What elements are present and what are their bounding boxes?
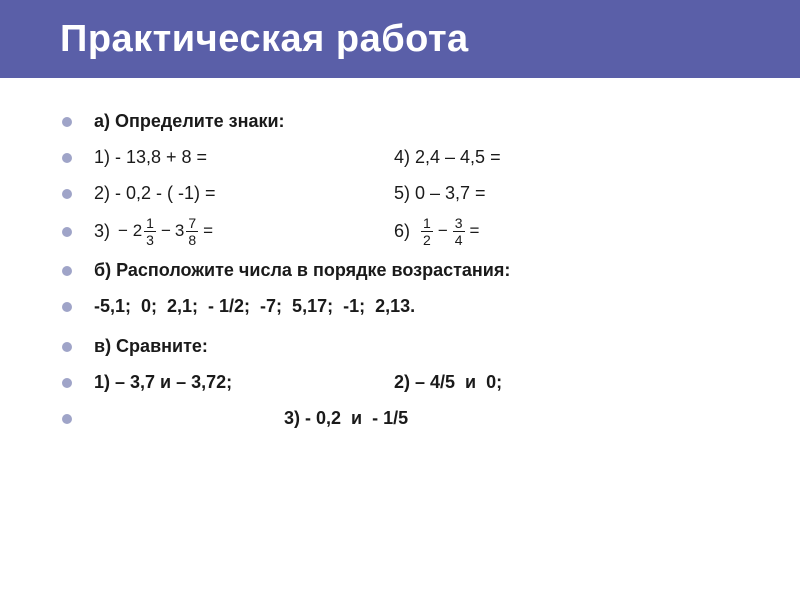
a-row3-left: 3) − 2 13 − 3 78 = bbox=[94, 216, 394, 247]
list-item: 1) – 3,7 и – 3,72; 2) – 4/5 и 0; bbox=[62, 369, 770, 395]
a-row2-right: 5) 0 – 3,7 = bbox=[394, 181, 486, 205]
a3-left-expression: − 2 13 − 3 78 = bbox=[118, 216, 217, 247]
bullet-icon bbox=[62, 153, 72, 163]
a6-right-expression: 12 − 34 = bbox=[420, 216, 483, 247]
list-item: 2) - 0,2 - ( -1) = 5) 0 – 3,7 = bbox=[62, 180, 770, 206]
section-b-heading-line: б) Расположите числа в порядке возрастан… bbox=[62, 257, 770, 283]
bullet-icon bbox=[62, 302, 72, 312]
bullet-icon bbox=[62, 414, 72, 424]
bullet-icon bbox=[62, 378, 72, 388]
slide-title: Практическая работа bbox=[60, 18, 469, 61]
a-row3-right: 6) 12 − 34 = bbox=[394, 216, 483, 247]
section-c-heading-line: в) Сравните: bbox=[62, 333, 770, 359]
title-bar: Практическая работа bbox=[0, 0, 800, 78]
section-b-numbers: -5,1; 0; 2,1; - 1/2; -7; 5,17; -1; 2,13. bbox=[94, 294, 415, 318]
section-b-heading: б) Расположите числа в порядке возрастан… bbox=[94, 258, 510, 282]
list-item: 3) - 0,2 и - 1/5 bbox=[62, 405, 770, 431]
c-row2: 3) - 0,2 и - 1/5 bbox=[94, 406, 408, 430]
section-a-heading: а) Определите знаки: bbox=[94, 109, 285, 133]
section-a-heading-line: а) Определите знаки: bbox=[62, 108, 770, 134]
a-row1-right: 4) 2,4 – 4,5 = bbox=[394, 145, 501, 169]
a3-label: 3) bbox=[94, 219, 110, 243]
list-item: 1) - 13,8 + 8 = 4) 2,4 – 4,5 = bbox=[62, 144, 770, 170]
a6-label: 6) bbox=[394, 219, 410, 243]
bullet-icon bbox=[62, 342, 72, 352]
a-row2-left: 2) - 0,2 - ( -1) = bbox=[94, 181, 394, 205]
bullet-icon bbox=[62, 117, 72, 127]
c-row1-right: 2) – 4/5 и 0; bbox=[394, 370, 502, 394]
bullet-icon bbox=[62, 266, 72, 276]
list-item: 3) − 2 13 − 3 78 = bbox=[62, 216, 770, 247]
a-row1-left: 1) - 13,8 + 8 = bbox=[94, 145, 394, 169]
bullet-icon bbox=[62, 189, 72, 199]
section-c-heading: в) Сравните: bbox=[94, 334, 208, 358]
bullet-icon bbox=[62, 227, 72, 237]
c-row1-left: 1) – 3,7 и – 3,72; bbox=[94, 370, 394, 394]
slide-body: а) Определите знаки: 1) - 13,8 + 8 = 4) … bbox=[0, 78, 800, 461]
list-item: -5,1; 0; 2,1; - 1/2; -7; 5,17; -1; 2,13. bbox=[62, 293, 770, 319]
